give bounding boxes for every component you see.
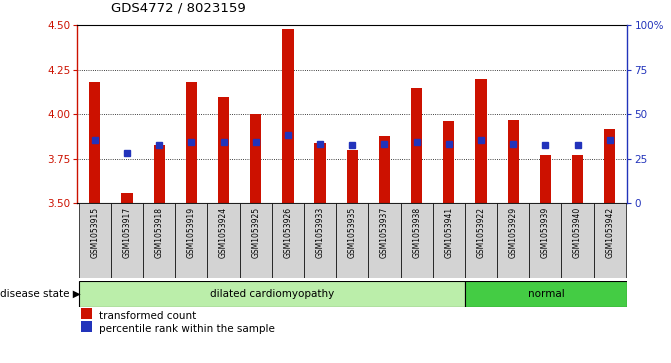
- Text: GSM1053938: GSM1053938: [412, 207, 421, 258]
- Text: GSM1053919: GSM1053919: [187, 207, 196, 258]
- Bar: [282, 29, 293, 203]
- Bar: [250, 114, 262, 203]
- Legend: transformed count, percentile rank within the sample: transformed count, percentile rank withi…: [77, 307, 279, 338]
- Text: GSM1053941: GSM1053941: [444, 207, 454, 258]
- Bar: [121, 193, 133, 203]
- Bar: [443, 122, 454, 203]
- Text: normal: normal: [528, 289, 564, 299]
- Bar: [207, 203, 240, 278]
- Bar: [572, 155, 583, 203]
- Bar: [497, 203, 529, 278]
- Bar: [539, 155, 551, 203]
- Text: GSM1053942: GSM1053942: [605, 207, 614, 258]
- Bar: [562, 203, 594, 278]
- Bar: [186, 82, 197, 203]
- Text: GSM1053915: GSM1053915: [91, 207, 99, 258]
- Text: GSM1053940: GSM1053940: [573, 207, 582, 258]
- Bar: [175, 203, 207, 278]
- Text: GSM1053924: GSM1053924: [219, 207, 228, 258]
- Text: GSM1053935: GSM1053935: [348, 207, 357, 258]
- Text: disease state ▶: disease state ▶: [0, 289, 81, 299]
- Bar: [315, 143, 325, 203]
- Bar: [89, 82, 101, 203]
- Bar: [433, 203, 465, 278]
- Text: GSM1053918: GSM1053918: [155, 207, 164, 258]
- Bar: [529, 203, 562, 278]
- Bar: [218, 97, 229, 203]
- Bar: [411, 87, 422, 203]
- Bar: [465, 203, 497, 278]
- Bar: [272, 203, 304, 278]
- Text: GSM1053925: GSM1053925: [251, 207, 260, 258]
- Bar: [604, 129, 615, 203]
- Text: GSM1053926: GSM1053926: [283, 207, 293, 258]
- Bar: [240, 203, 272, 278]
- Text: GSM1053922: GSM1053922: [476, 207, 486, 258]
- Bar: [507, 120, 519, 203]
- Bar: [143, 203, 175, 278]
- Bar: [79, 203, 111, 278]
- Text: GDS4772 / 8023159: GDS4772 / 8023159: [111, 1, 246, 15]
- Bar: [111, 203, 143, 278]
- Text: GSM1053939: GSM1053939: [541, 207, 550, 258]
- Text: GSM1053917: GSM1053917: [123, 207, 132, 258]
- Bar: [304, 203, 336, 278]
- Text: dilated cardiomyopathy: dilated cardiomyopathy: [210, 289, 334, 299]
- Bar: [347, 150, 358, 203]
- Text: GSM1053929: GSM1053929: [509, 207, 517, 258]
- Bar: [594, 203, 626, 278]
- Bar: [465, 281, 627, 307]
- Text: GSM1053933: GSM1053933: [315, 207, 325, 258]
- Bar: [154, 144, 165, 203]
- Bar: [336, 203, 368, 278]
- Bar: [475, 79, 486, 203]
- Bar: [79, 281, 465, 307]
- Bar: [368, 203, 401, 278]
- Bar: [401, 203, 433, 278]
- Text: GSM1053937: GSM1053937: [380, 207, 389, 258]
- Bar: [379, 136, 390, 203]
